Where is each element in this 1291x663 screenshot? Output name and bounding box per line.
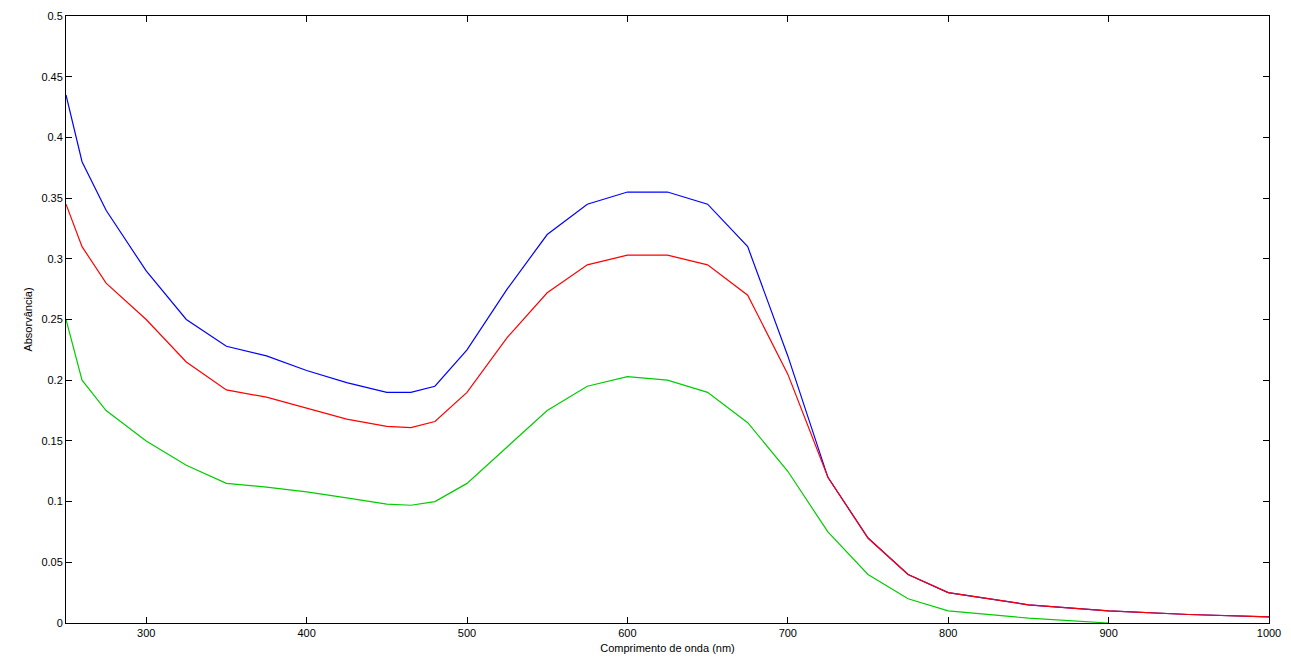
svg-text:0.05: 0.05 — [41, 556, 62, 568]
svg-text:500: 500 — [458, 627, 476, 639]
svg-text:0.25: 0.25 — [41, 313, 62, 325]
svg-text:0.3: 0.3 — [48, 253, 63, 265]
svg-text:0.2: 0.2 — [48, 374, 63, 386]
svg-text:800: 800 — [939, 627, 957, 639]
svg-text:600: 600 — [618, 627, 636, 639]
svg-text:Comprimento de onda (nm): Comprimento de onda (nm) — [600, 642, 735, 654]
svg-text:400: 400 — [297, 627, 315, 639]
svg-text:0.35: 0.35 — [41, 192, 62, 204]
svg-text:0.5: 0.5 — [48, 10, 63, 22]
svg-text:0.45: 0.45 — [41, 71, 62, 83]
svg-text:Absorvância): Absorvância) — [22, 287, 34, 351]
svg-text:0: 0 — [57, 617, 63, 629]
svg-text:1000: 1000 — [1257, 627, 1281, 639]
svg-text:0.4: 0.4 — [48, 131, 63, 143]
svg-text:300: 300 — [137, 627, 155, 639]
svg-text:700: 700 — [779, 627, 797, 639]
svg-text:0.15: 0.15 — [41, 435, 62, 447]
svg-text:900: 900 — [1099, 627, 1117, 639]
svg-text:0.1: 0.1 — [48, 495, 63, 507]
